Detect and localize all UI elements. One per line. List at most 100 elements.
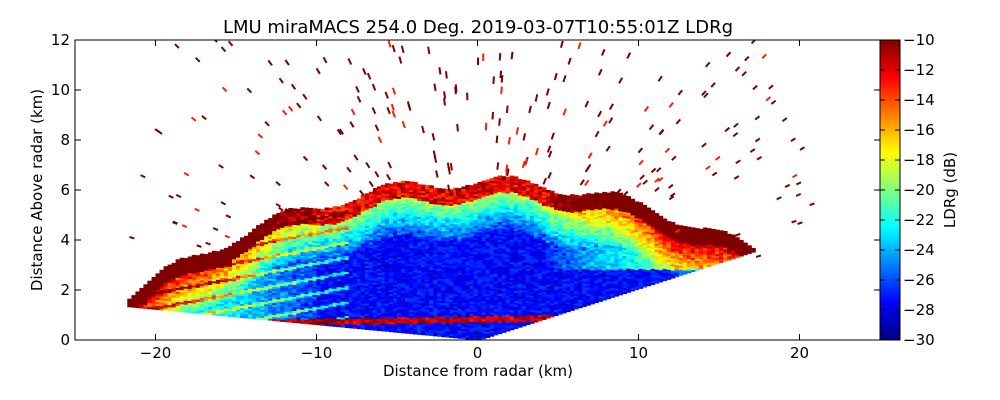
ldr-pixel: [429, 225, 434, 228]
ldr-pixel: [429, 311, 434, 314]
ldr-pixel: [344, 303, 350, 306]
ldr-pixel: [236, 305, 241, 308]
ldr-pixel: [308, 287, 313, 291]
ldr-pixel: [384, 271, 390, 274]
ldr-pixel: [308, 223, 313, 227]
ldr-pixel: [356, 248, 362, 252]
ldr-pixel: [429, 233, 434, 236]
ldr-pixel: [473, 271, 479, 275]
ldr-pixel: [501, 264, 507, 267]
ldr-pixel: [489, 216, 495, 219]
ldr-pixel: [461, 298, 466, 302]
ldr-pixel: [485, 245, 491, 248]
ldr-pixel: [368, 285, 374, 289]
ldr-pixel: [348, 311, 354, 315]
ldr-pixel: [191, 254, 197, 258]
ldr-pixel: [453, 213, 458, 217]
ldr-pixel: [292, 310, 297, 313]
ldr-pixel: [187, 270, 193, 274]
ldr-pixel: [497, 181, 503, 185]
ldr-pixel: [405, 219, 410, 222]
ldr-pixel: [284, 223, 289, 227]
ldr-pixel: [272, 308, 277, 312]
ldr-pixel: [380, 324, 386, 328]
ldr-pixel: [477, 214, 483, 217]
ldr-pixel: [413, 263, 418, 267]
ldr-pixel: [388, 197, 394, 201]
ldr-pixel: [336, 258, 342, 262]
ldr-pixel: [401, 314, 406, 318]
ldr-pixel: [320, 233, 326, 236]
ldr-pixel: [171, 290, 177, 294]
ldr-pixel: [219, 295, 225, 299]
ldr-pixel: [360, 284, 366, 288]
ldr-pixel: [421, 184, 426, 188]
ldr-pixel: [215, 283, 221, 286]
ldr-pixel: [151, 303, 157, 306]
ldr-pixel: [401, 222, 406, 226]
ldr-pixel: [332, 238, 338, 241]
ldr-pixel: [437, 264, 442, 267]
ldr-pixel: [308, 213, 313, 217]
ldr-pixel: [489, 332, 495, 335]
ldr-pixel: [461, 320, 466, 324]
ldr-pixel: [336, 234, 342, 238]
ldr-pixel: [481, 290, 487, 294]
ldr-pixel: [405, 269, 410, 272]
ldr-pixel: [227, 268, 233, 271]
ldr-pixel: [425, 307, 430, 310]
ldr-pixel: [175, 283, 181, 286]
ldr-pixel: [248, 236, 253, 239]
ldr-pixel: [340, 225, 346, 228]
ldr-pixel: [401, 236, 406, 240]
ldr-pixel: [489, 230, 495, 233]
ldr-pixel: [493, 184, 499, 188]
ldr-pixel: [433, 231, 438, 235]
ldr-pixel: [501, 308, 507, 311]
ldr-pixel: [417, 320, 422, 323]
ldr-pixel: [401, 224, 406, 228]
ldr-pixel: [441, 282, 446, 286]
ldr-pixel: [280, 315, 285, 318]
ldr-pixel: [195, 297, 201, 300]
ldr-pixel: [195, 291, 201, 294]
ldr-pixel: [457, 254, 462, 257]
ldr-pixel: [477, 186, 483, 189]
ldr-pixel: [344, 317, 350, 320]
ldr-pixel: [344, 295, 350, 298]
ldr-pixel: [199, 267, 205, 271]
ldr-pixel: [368, 249, 374, 253]
ldr-pixel: [393, 240, 398, 243]
ldr-pixel: [320, 317, 326, 320]
ldr-pixel: [340, 215, 346, 218]
ldr-pixel: [344, 237, 350, 240]
ldr-pixel: [433, 223, 438, 227]
ldr-pixel: [384, 217, 390, 220]
ldr-pixel: [348, 297, 354, 301]
ldr-pixel: [433, 331, 438, 335]
ldr-pixel: [344, 271, 350, 274]
ldr-pixel: [312, 306, 318, 309]
ldr-pixel: [320, 227, 326, 230]
ldr-pixel: [356, 242, 362, 246]
ldr-pixel: [417, 270, 422, 273]
ldr-pixel: [195, 279, 201, 282]
ldr-pixel: [304, 313, 309, 317]
ldr-pixel: [409, 325, 414, 329]
ldr-pixel: [393, 320, 398, 323]
ldr-pixel: [304, 301, 309, 305]
ldr-pixel: [352, 218, 358, 221]
ldr-pixel: [393, 186, 398, 189]
ldr-pixel: [368, 315, 374, 319]
ldr-pixel: [368, 281, 374, 285]
ldr-pixel: [324, 219, 330, 223]
ldr-pixel: [433, 287, 438, 291]
ldr-pixel: [340, 259, 346, 262]
ldr-pixel: [332, 292, 338, 295]
ldr-pixel: [461, 186, 466, 190]
ldr-pixel: [372, 320, 378, 323]
ldr-pixel: [453, 199, 458, 203]
ldr-pixel: [473, 253, 479, 257]
ldr-pixel: [449, 333, 454, 336]
ldr-pixel: [393, 306, 398, 309]
